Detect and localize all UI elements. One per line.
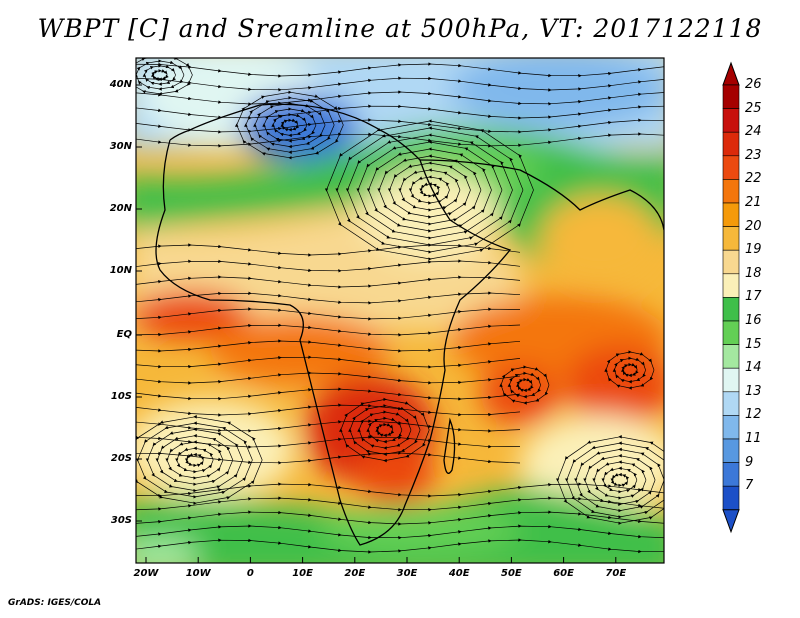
lon-label: 60E [553,568,574,579]
lat-label: 30S [110,515,132,526]
lat-label: 20N [109,203,132,214]
streamline [136,291,521,305]
axis-ticks [136,84,617,563]
colorbar-swatch [722,297,740,322]
colorbar-swatch [722,202,740,227]
colorbar-swatch [722,462,740,487]
streamline [136,339,521,353]
map-frame [135,57,665,564]
lon-label: 30E [396,568,418,579]
wbpt-field [136,58,664,563]
streamline [136,403,521,417]
colorbar-label: 24 [745,124,762,140]
streamline [136,419,521,433]
colorbar-swatch [722,485,740,511]
lon-label: 20E [344,568,366,579]
streamline [136,259,521,273]
lon-label: 40E [448,568,470,579]
lon-label: 70E [605,568,627,579]
colorbar-swatch [722,344,740,369]
colorbar-label: 9 [745,454,754,470]
streamline [555,435,664,525]
colorbar-label: 23 [745,147,762,163]
streamline [136,307,521,321]
colorbar-label: 7 [745,478,754,494]
streamline [136,132,664,148]
streamline [136,243,521,257]
colorbar-swatch [722,273,740,298]
lat-label: 30N [109,141,132,152]
colorbar-label: 20 [745,218,762,234]
colorbar-swatch [722,391,740,416]
lon-label: 50E [501,568,522,579]
colorbar-label: 15 [745,336,762,352]
streamline [136,371,521,385]
colorbar-swatch [722,415,740,440]
streamline [499,365,550,405]
streamline [136,76,664,92]
streamline [136,387,521,401]
colorbar-label: 22 [745,171,762,187]
streamline [136,496,664,512]
colorbar-label: 19 [745,242,762,258]
colorbar-swatch [722,108,740,133]
lon-label: 0 [246,568,254,579]
colorbar-label: 11 [745,431,762,446]
colorbar-swatch [722,179,740,204]
colorbar-swatch [722,438,740,463]
colorbar-swatch [722,367,740,393]
colorbar-swatch [722,249,740,275]
lat-label: 20S [110,453,132,464]
streamline [136,524,664,540]
lat-label: EQ [116,329,132,340]
streamline [136,355,521,369]
colorbar-max-arrow [722,61,740,86]
colorbar-label: 14 [745,360,762,376]
colorbar-label: 13 [745,383,762,399]
streamline [136,451,521,465]
colorbar-label: 25 [745,100,762,116]
colorbar-swatch [722,84,740,109]
lon-label: 20W [133,568,159,579]
streamline [136,538,664,554]
lon-label: 10W [185,568,211,579]
lon-label: 10E [292,568,313,579]
lat-label: 10S [110,391,132,402]
colorbar [722,61,740,534]
colorbar-swatch [722,131,740,157]
streamlines [136,58,664,554]
colorbar-label: 18 [745,265,762,281]
colorbar-min-arrow [722,509,740,534]
colorbar-label: 26 [745,77,762,92]
streamline [136,482,664,498]
lat-label: 40N [109,79,132,90]
colorbar-label: 16 [745,313,762,328]
streamline [136,104,664,120]
streamline [136,323,521,337]
colorbar-swatch [722,155,740,180]
grads-credit: GrADS: IGES/COLA [8,598,102,608]
colorbar-label: 21 [745,195,762,210]
lat-label: 10N [109,265,132,276]
streamline [136,90,664,106]
colorbar-label: 17 [745,289,762,305]
colorbar-swatch [722,320,740,345]
streamline [136,62,664,78]
colorbar-swatch [722,226,740,251]
streamline [136,435,521,449]
colorbar-label: 12 [745,407,762,423]
chart-title: WBPT [C] and Sreamline at 500hPa, VT: 20… [37,14,763,43]
streamline [604,350,655,390]
streamline [136,118,664,134]
streamline [136,275,521,289]
streamline [136,510,664,526]
